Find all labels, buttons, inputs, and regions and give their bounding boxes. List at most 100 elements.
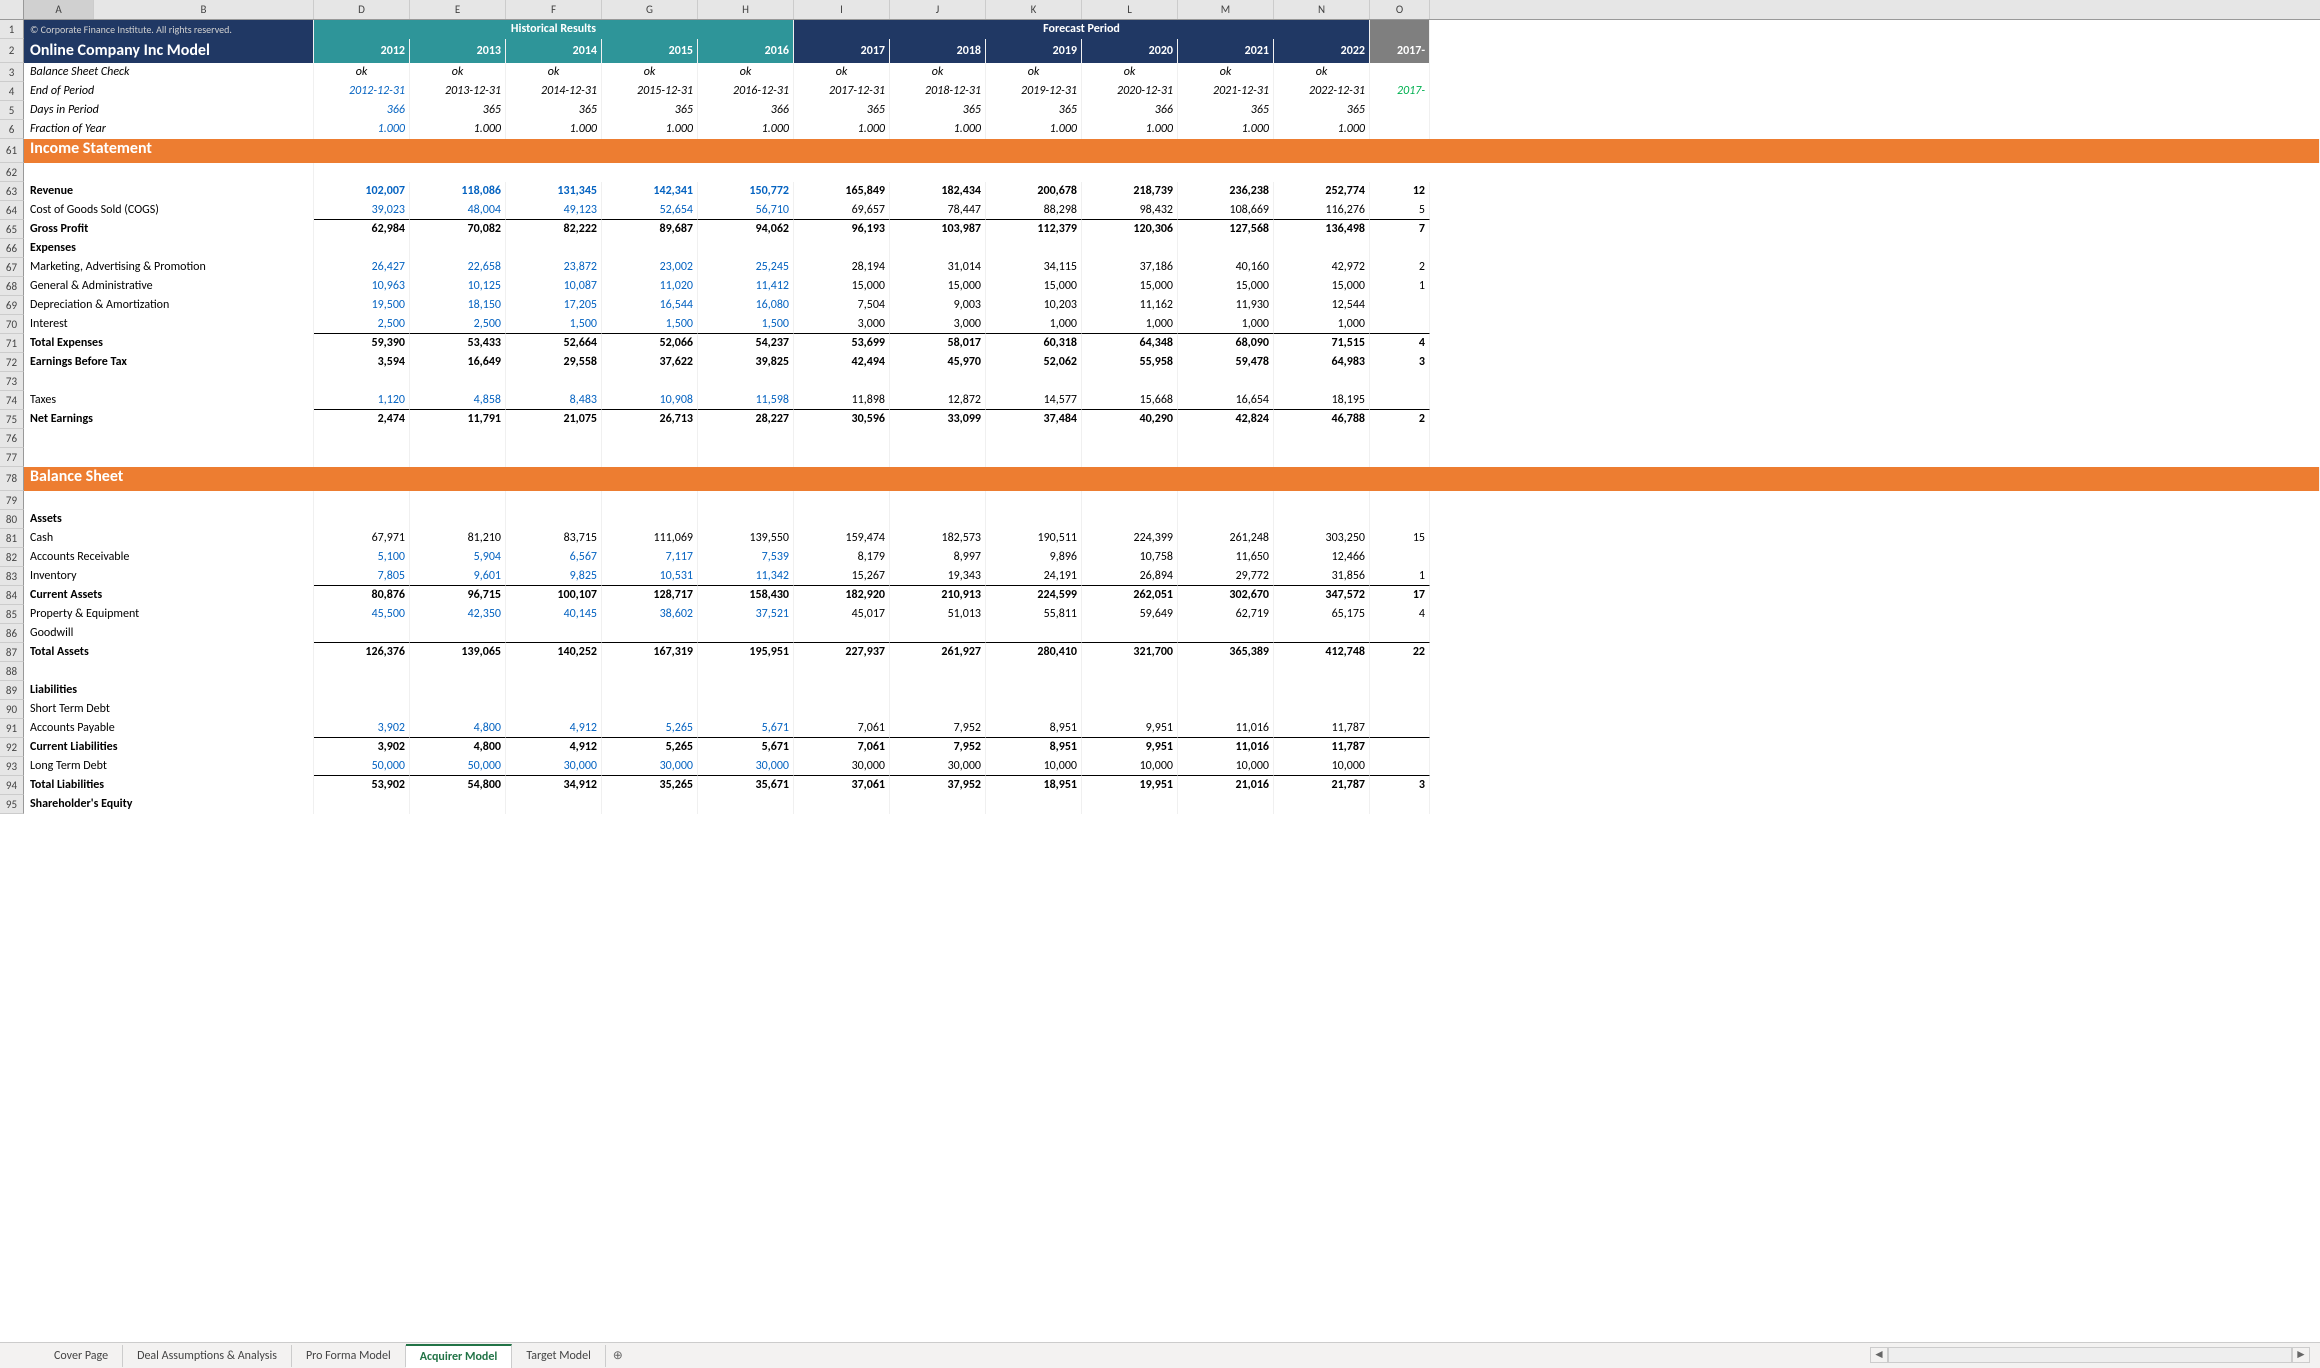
cell[interactable] <box>794 795 890 814</box>
cell[interactable]: 88,298 <box>986 201 1082 220</box>
cell[interactable]: 8,483 <box>506 391 602 410</box>
cell[interactable]: ok <box>890 63 986 82</box>
cell[interactable]: 56,710 <box>698 201 794 220</box>
cell[interactable] <box>1370 510 1430 529</box>
row-header-92[interactable]: 92 <box>0 738 24 757</box>
cell[interactable]: 11,412 <box>698 277 794 296</box>
cell[interactable]: 82,222 <box>506 220 602 239</box>
cell[interactable] <box>890 624 986 643</box>
cell[interactable]: 55,958 <box>1082 353 1178 372</box>
cell[interactable]: 26,894 <box>1082 567 1178 586</box>
cell[interactable] <box>986 510 1082 529</box>
cell[interactable]: 142,341 <box>602 182 698 201</box>
cell[interactable]: 195,951 <box>698 643 794 662</box>
cell[interactable]: 52,654 <box>602 201 698 220</box>
cell[interactable]: 7,117 <box>602 548 698 567</box>
cell[interactable]: 59,478 <box>1178 353 1274 372</box>
col-header-D[interactable]: D <box>314 0 410 19</box>
cell[interactable]: 2 <box>1370 258 1430 277</box>
row-label[interactable] <box>24 448 314 467</box>
cell[interactable]: 10,531 <box>602 567 698 586</box>
cell[interactable]: 4,858 <box>410 391 506 410</box>
cell[interactable]: 1 <box>1370 567 1430 586</box>
cell[interactable] <box>1178 681 1274 700</box>
cell[interactable]: 159,474 <box>794 529 890 548</box>
cell[interactable]: 1.000 <box>1178 120 1274 139</box>
cell[interactable] <box>794 429 890 448</box>
tab-cover-page[interactable]: Cover Page <box>40 1345 123 1367</box>
cell[interactable]: 50,000 <box>410 757 506 776</box>
cell[interactable]: 190,511 <box>986 529 1082 548</box>
row-header-70[interactable]: 70 <box>0 315 24 334</box>
cell[interactable]: 60,318 <box>986 334 1082 353</box>
cell[interactable] <box>1370 624 1430 643</box>
cell[interactable]: 15,000 <box>1082 277 1178 296</box>
cell[interactable]: 70,082 <box>410 220 506 239</box>
cell[interactable]: 9,896 <box>986 548 1082 567</box>
cell[interactable]: 9,825 <box>506 567 602 586</box>
cell[interactable] <box>1370 239 1430 258</box>
cell[interactable]: 218,739 <box>1082 182 1178 201</box>
cell[interactable] <box>410 662 506 681</box>
col-header-G[interactable]: G <box>602 0 698 19</box>
cell[interactable] <box>698 448 794 467</box>
cell[interactable]: 30,000 <box>890 757 986 776</box>
row-header-73[interactable]: 73 <box>0 372 24 391</box>
cell[interactable] <box>24 163 314 182</box>
cell[interactable]: 30,000 <box>698 757 794 776</box>
row-label[interactable]: Property & Equipment <box>24 605 314 624</box>
cell[interactable]: 11,650 <box>1178 548 1274 567</box>
cell[interactable] <box>1082 372 1178 391</box>
cell[interactable]: 10,758 <box>1082 548 1178 567</box>
cell[interactable]: 37,622 <box>602 353 698 372</box>
row-header-91[interactable]: 91 <box>0 719 24 738</box>
cell[interactable]: 50,000 <box>314 757 410 776</box>
row-label[interactable]: Cost of Goods Sold (COGS) <box>24 201 314 220</box>
col-header-A[interactable]: A <box>24 0 94 19</box>
cell[interactable]: 19,951 <box>1082 776 1178 795</box>
cell[interactable]: 58,017 <box>890 334 986 353</box>
cell[interactable]: 40,290 <box>1082 410 1178 429</box>
cell[interactable]: 31,014 <box>890 258 986 277</box>
cell[interactable] <box>1370 63 1430 82</box>
cell[interactable]: 89,687 <box>602 220 698 239</box>
row-label[interactable]: Interest <box>24 315 314 334</box>
cell[interactable]: 14,577 <box>986 391 1082 410</box>
cell[interactable]: 131,345 <box>506 182 602 201</box>
cell[interactable]: 34,912 <box>506 776 602 795</box>
cell[interactable]: 182,920 <box>794 586 890 605</box>
cell[interactable] <box>890 795 986 814</box>
cell[interactable] <box>698 795 794 814</box>
cell[interactable] <box>1178 662 1274 681</box>
cell[interactable]: 30,000 <box>506 757 602 776</box>
cell[interactable]: 42,350 <box>410 605 506 624</box>
cell[interactable]: 15,000 <box>1274 277 1370 296</box>
cell[interactable]: 2015-12-31 <box>602 82 698 101</box>
cell[interactable]: 2017- <box>1370 82 1430 101</box>
cell[interactable]: 120,306 <box>1082 220 1178 239</box>
cell[interactable]: 1,120 <box>314 391 410 410</box>
cell[interactable] <box>1370 429 1430 448</box>
cell[interactable]: 94,062 <box>698 220 794 239</box>
cell[interactable] <box>794 624 890 643</box>
cell[interactable]: 227,937 <box>794 643 890 662</box>
row-header-66[interactable]: 66 <box>0 239 24 258</box>
cell[interactable] <box>794 491 890 510</box>
cell[interactable]: 182,434 <box>890 182 986 201</box>
cell[interactable] <box>506 662 602 681</box>
row-label[interactable]: Cash <box>24 529 314 548</box>
cell[interactable] <box>794 372 890 391</box>
cell[interactable]: 11,342 <box>698 567 794 586</box>
cell[interactable]: 261,248 <box>1178 529 1274 548</box>
row-header-90[interactable]: 90 <box>0 700 24 719</box>
col-header-F[interactable]: F <box>506 0 602 19</box>
row-header-83[interactable]: 83 <box>0 567 24 586</box>
select-all-corner[interactable] <box>0 0 24 19</box>
row-header-63[interactable]: 63 <box>0 182 24 201</box>
cell[interactable]: 21,787 <box>1274 776 1370 795</box>
row-label[interactable]: Long Term Debt <box>24 757 314 776</box>
cell[interactable] <box>602 429 698 448</box>
row-header-75[interactable]: 75 <box>0 410 24 429</box>
cell[interactable] <box>1082 448 1178 467</box>
cell[interactable] <box>506 491 602 510</box>
